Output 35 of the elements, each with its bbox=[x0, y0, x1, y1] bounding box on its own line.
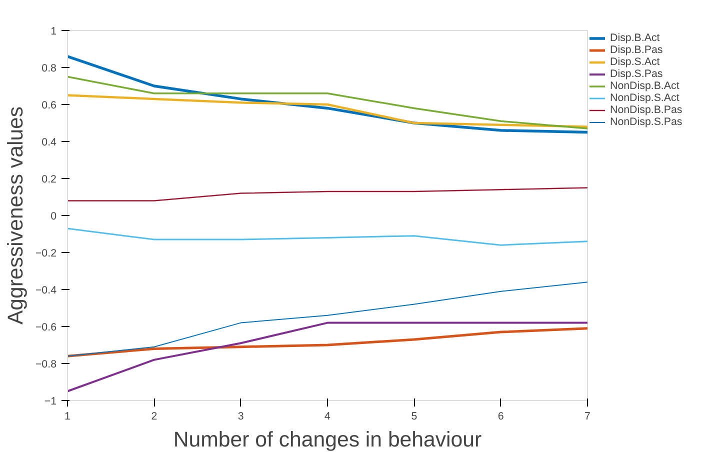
legend-label: Disp.B.Pas bbox=[610, 44, 663, 56]
y-tick-label: 1 bbox=[50, 26, 57, 38]
y-tick-label: −0.2 bbox=[35, 248, 57, 260]
legend-label: NonDisp.S.Pas bbox=[610, 116, 682, 128]
x-tick-label: 1 bbox=[64, 410, 71, 422]
y-tick-label: −0.4 bbox=[35, 284, 57, 296]
y-tick-label: −0.6 bbox=[35, 322, 57, 334]
x-tick-label: 7 bbox=[584, 410, 591, 422]
legend-label: NonDisp.B.Pas bbox=[610, 104, 682, 116]
line-series bbox=[68, 76, 588, 130]
x-tick-label: 4 bbox=[324, 410, 331, 422]
legend-label: NonDisp.S.Act bbox=[610, 92, 680, 104]
y-tick-label: 0.2 bbox=[42, 174, 57, 186]
x-tick-label: 6 bbox=[498, 410, 504, 422]
y-axis-title: Aggressiveness values bbox=[3, 106, 28, 325]
x-tick-label: 2 bbox=[151, 410, 158, 422]
line-series bbox=[68, 282, 588, 357]
legend-label: Disp.B.Act bbox=[610, 32, 660, 44]
line-series bbox=[68, 94, 588, 128]
y-tick-label: 0.4 bbox=[42, 136, 57, 148]
y-tick-label: 0 bbox=[50, 210, 57, 222]
line-series bbox=[68, 228, 588, 246]
x-axis-title: Number of changes in behaviour bbox=[173, 428, 482, 452]
line-series bbox=[68, 187, 588, 202]
line-series bbox=[68, 327, 588, 358]
y-tick-label: −0.8 bbox=[35, 358, 57, 370]
legend-label: Disp.S.Pas bbox=[610, 68, 663, 80]
x-tick-label: 5 bbox=[411, 410, 418, 422]
legend-label: NonDisp.B.Act bbox=[610, 80, 680, 92]
y-tick-label: 0.8 bbox=[42, 62, 57, 74]
y-tick-label: 0.6 bbox=[42, 100, 57, 112]
x-tick-label: 3 bbox=[238, 410, 244, 422]
y-tick-label: −1 bbox=[44, 396, 57, 408]
line-series bbox=[68, 322, 588, 392]
legend-label: Disp.S.Act bbox=[610, 56, 660, 68]
